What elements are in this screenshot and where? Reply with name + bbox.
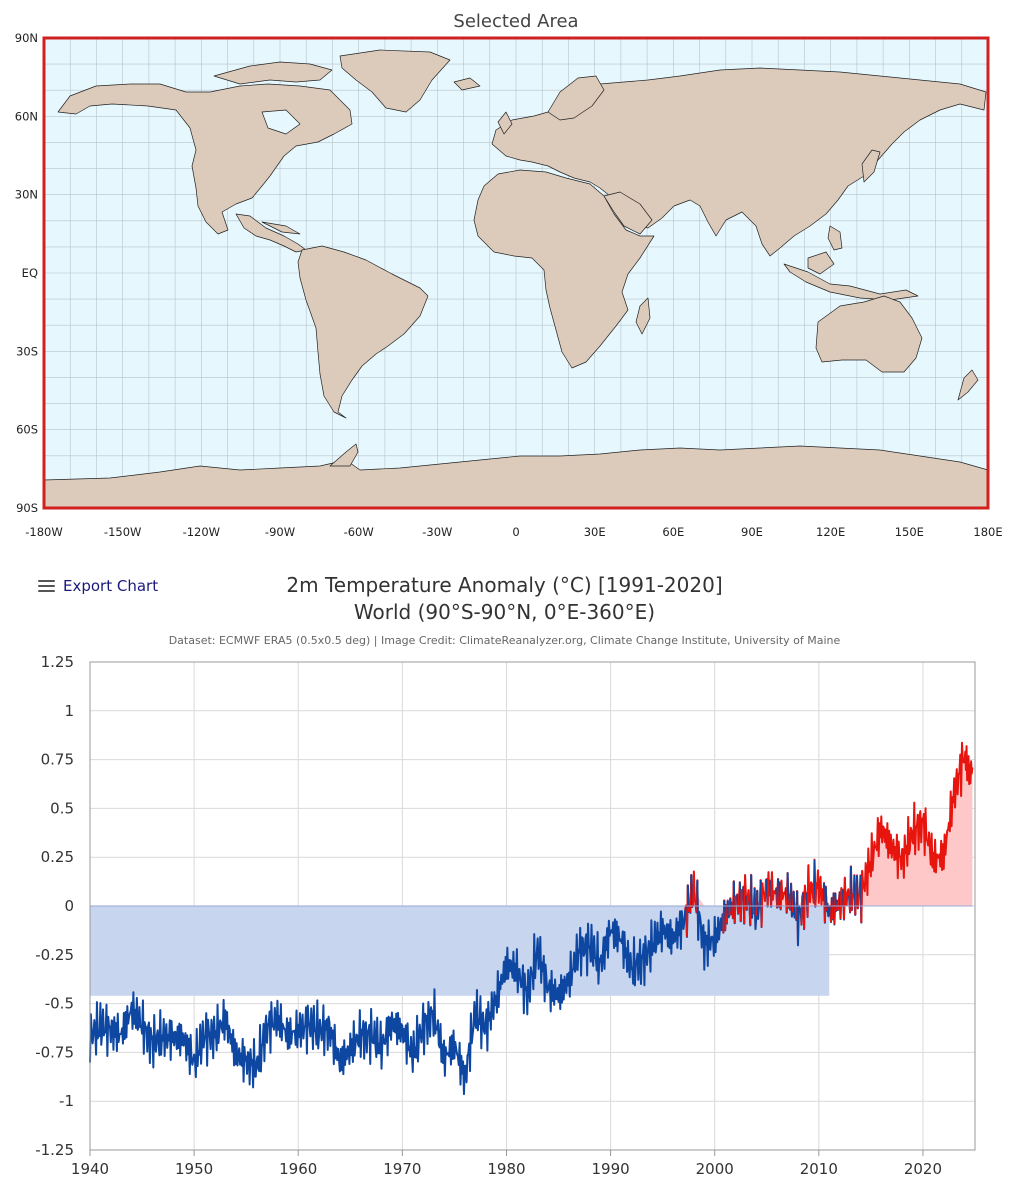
land-south-america xyxy=(297,245,429,419)
x-tick-label: 1960 xyxy=(279,1160,317,1178)
x-tick-label: 1970 xyxy=(383,1160,421,1178)
y-axis-labels: 1.25 1 0.75 0.5 0.25 0 -0.25 -0.5 -0.75 -1 -1.25 xyxy=(35,653,74,1159)
land-scandinavia xyxy=(547,75,605,121)
longitude-label: 0 xyxy=(512,525,519,539)
latitude-labels: 90N 60N 30N EQ 30S 60S 90S xyxy=(15,31,38,515)
longitude-label: 120E xyxy=(816,525,845,539)
chart-credit: Dataset: ECMWF ERA5 (0.5x0.5 deg) | Imag… xyxy=(168,634,841,647)
latitude-label: 60S xyxy=(16,423,38,437)
land-arabia xyxy=(603,191,653,235)
series-line-negative xyxy=(89,905,688,1096)
land-cuba xyxy=(261,221,301,235)
latitude-label: 60N xyxy=(15,109,38,123)
longitude-label: -30W xyxy=(422,525,452,539)
land-japan xyxy=(861,149,881,183)
x-tick-label: 1980 xyxy=(487,1160,525,1178)
land-central-america xyxy=(235,213,307,253)
x-tick-label: 1940 xyxy=(71,1160,109,1178)
land-new-zealand xyxy=(957,369,979,401)
y-tick-label: 0.5 xyxy=(50,799,74,817)
longitude-label: -120W xyxy=(183,525,220,539)
land-antarctic-peninsula xyxy=(329,443,359,467)
y-tick-label: -1 xyxy=(59,1092,74,1110)
y-tick-label: 1 xyxy=(64,702,74,720)
longitude-label: -90W xyxy=(265,525,295,539)
chart-series-lines xyxy=(89,741,974,1096)
hamburger-menu-icon xyxy=(38,580,55,592)
y-tick-label: -1.25 xyxy=(35,1141,74,1159)
latitude-label: 30N xyxy=(15,188,38,202)
longitude-label: 90E xyxy=(741,525,763,539)
land-indonesia xyxy=(783,263,919,301)
x-tick-label: 2010 xyxy=(800,1160,838,1178)
latitude-label: 90S xyxy=(16,501,38,515)
longitude-label: 180E xyxy=(973,525,1002,539)
longitude-label: 30E xyxy=(584,525,606,539)
y-tick-label: 0.75 xyxy=(41,751,74,769)
y-tick-label: -0.5 xyxy=(45,995,74,1013)
series-line-positive xyxy=(814,869,826,923)
y-tick-label: 1.25 xyxy=(41,653,74,671)
series-line-negative xyxy=(696,880,726,971)
latitude-label: 90N xyxy=(15,31,38,45)
y-tick-label: 0.25 xyxy=(41,848,74,866)
export-chart-label: Export Chart xyxy=(63,577,159,595)
temperature-anomaly-chart: 1.25 1 0.75 0.5 0.25 0 -0.25 -0.5 -0.75 -1 -1.25 1… xyxy=(35,653,976,1178)
map-landmasses xyxy=(43,49,989,509)
x-tick-label: 2020 xyxy=(904,1160,942,1178)
x-tick-label: 1990 xyxy=(591,1160,629,1178)
latitude-label: EQ xyxy=(22,266,38,280)
y-tick-label: -0.75 xyxy=(35,1043,74,1061)
land-hudson-bay xyxy=(261,109,301,135)
latitude-label: 30S xyxy=(16,344,38,358)
export-chart-button[interactable]: Export Chart xyxy=(38,574,158,598)
selected-area-map: Selected Area xyxy=(15,11,1003,539)
land-iceland xyxy=(453,77,481,91)
x-tick-label: 2000 xyxy=(696,1160,734,1178)
positive-fill xyxy=(693,753,973,906)
land-antarctica xyxy=(43,445,989,509)
series-line-positive xyxy=(860,741,974,923)
land-arctic-islands xyxy=(213,61,333,85)
plot-frame xyxy=(89,661,976,1151)
longitude-label: -60W xyxy=(344,525,374,539)
land-greenland xyxy=(339,49,451,113)
chart-title: 2m Temperature Anomaly (°C) [1991-2020] xyxy=(286,573,723,597)
longitude-label: 150E xyxy=(895,525,924,539)
selection-border xyxy=(42,36,990,510)
land-africa xyxy=(473,169,655,369)
chart-subtitle: World (90°S-90°N, 0°E-360°E) xyxy=(353,600,656,624)
x-axis-labels: 1940 1950 1960 1970 1980 1990 2000 2010 2020 xyxy=(71,1160,942,1178)
series-line-positive xyxy=(842,876,852,920)
land-australia xyxy=(815,295,923,373)
longitude-label: -150W xyxy=(104,525,141,539)
land-borneo xyxy=(807,251,835,275)
y-tick-label: 0 xyxy=(64,897,74,915)
longitude-label: -180W xyxy=(25,525,62,539)
land-philippines xyxy=(827,225,843,251)
x-tick-label: 1950 xyxy=(175,1160,213,1178)
land-madagascar xyxy=(635,297,651,335)
longitude-label: 60E xyxy=(662,525,684,539)
chart-area-fills xyxy=(90,753,973,996)
map-title: Selected Area xyxy=(453,11,578,32)
longitude-labels: -180W -150W -120W -90W -60W -30W 0 30E 60E 90E 120… xyxy=(25,525,1002,539)
y-tick-label: -0.25 xyxy=(35,946,74,964)
negative-fill xyxy=(90,906,830,996)
land-uk xyxy=(497,111,513,135)
